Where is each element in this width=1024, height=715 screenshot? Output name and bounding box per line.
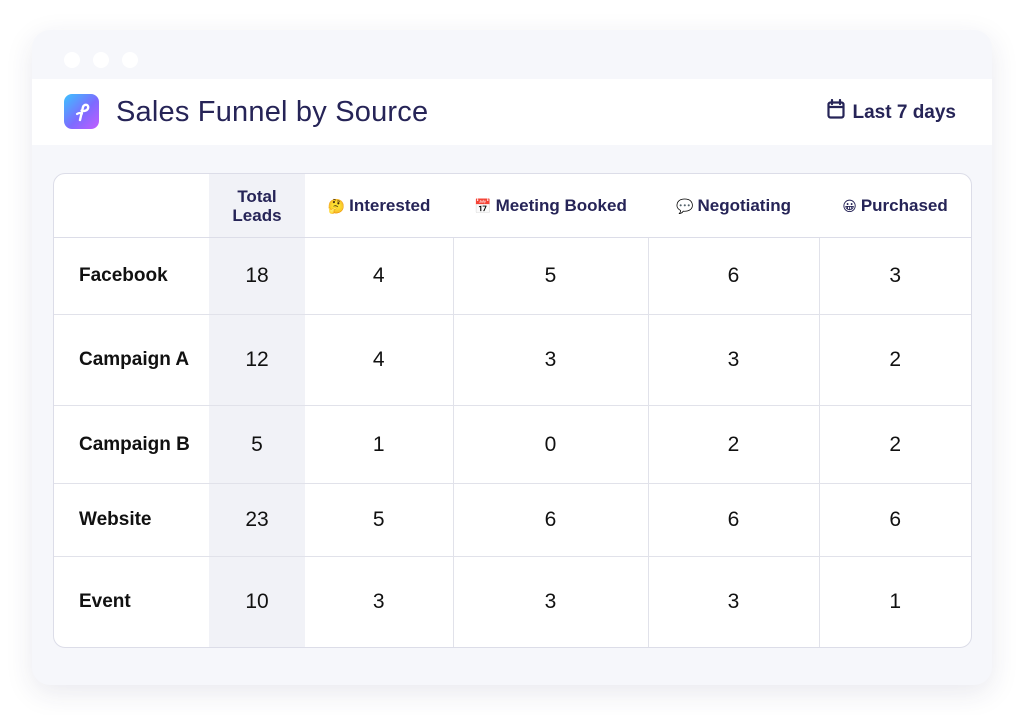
cell-meeting-booked: 0	[452, 405, 648, 484]
column-header-interested[interactable]: 🤔 Interested	[305, 174, 453, 238]
cell-purchased: 6	[818, 483, 971, 557]
cell-total-leads: 12	[209, 314, 305, 406]
cell-meeting-booked: 6	[452, 483, 648, 557]
app-window: Sales Funnel by Source Last 7 days	[32, 30, 992, 685]
cell-negotiating: 3	[647, 314, 819, 406]
calendar-icon	[826, 98, 845, 126]
table-row: Facebook 18 4 5 6 3	[54, 237, 971, 315]
cell-interested: 5	[305, 483, 453, 557]
window-dot-maximize[interactable]	[122, 52, 138, 68]
cell-negotiating: 3	[647, 556, 819, 647]
funnel-table-card: Total Leads 🤔 Interested 📅 Meeting Booked …	[53, 173, 972, 648]
window-dot-close[interactable]	[64, 52, 80, 68]
thinking-face-icon: 🤔	[327, 197, 346, 214]
grinning-face-icon: 😀	[842, 197, 857, 214]
row-source-label: Event	[79, 590, 131, 612]
cell-meeting-booked: 5	[452, 237, 648, 315]
row-source-label: Facebook	[54, 237, 209, 315]
report-header: Sales Funnel by Source Last 7 days	[32, 79, 992, 145]
table-row: Website 23 5 6 6 6	[54, 483, 971, 557]
table-row: Campaign B 5 1 0 2 2	[54, 405, 971, 484]
column-header-negotiating[interactable]: 💬 Negotiating	[648, 174, 819, 238]
cell-purchased: 2	[818, 405, 971, 484]
cell-purchased: 1	[818, 556, 971, 647]
window-controls	[64, 52, 138, 68]
cell-purchased: 2	[818, 314, 971, 406]
cell-negotiating: 6	[647, 237, 819, 315]
speech-bubble-icon: 💬	[676, 197, 694, 214]
cell-meeting-booked: 3	[452, 314, 648, 406]
row-source-label: Website	[54, 483, 209, 557]
cell-meeting-booked: 3	[452, 556, 648, 647]
table-row: Event 10 3 3 3 1	[54, 556, 971, 647]
table-header-row: Total Leads 🤔 Interested 📅 Meeting Booked …	[54, 174, 971, 238]
column-header-source	[54, 174, 209, 238]
cell-total-leads: 23	[209, 483, 305, 557]
cell-interested: 1	[305, 405, 453, 484]
funnel-table: Total Leads 🤔 Interested 📅 Meeting Booked …	[54, 174, 971, 647]
calendar-emoji-icon: 📅	[474, 197, 492, 214]
date-range-label: Last 7 days	[852, 101, 957, 123]
cell-total-leads: 5	[209, 405, 305, 484]
cell-interested: 4	[305, 237, 453, 315]
cell-interested: 4	[305, 314, 453, 406]
cell-interested: 3	[372, 589, 385, 613]
cell-total-leads: 10	[209, 556, 305, 647]
table-row: Campaign A 12 4 3 3 2	[54, 314, 971, 406]
cell-negotiating: 2	[647, 405, 819, 484]
window-dot-minimize[interactable]	[93, 52, 109, 68]
row-source-label: Campaign A	[54, 314, 209, 406]
column-header-total-leads[interactable]: Total Leads	[209, 174, 305, 238]
column-header-meeting-booked[interactable]: 📅 Meeting Booked	[453, 174, 648, 238]
app-logo-icon	[64, 94, 99, 129]
date-range-selector[interactable]: Last 7 days	[826, 98, 957, 126]
column-header-purchased[interactable]: 😀 Purchased	[819, 174, 971, 238]
row-source-label: Campaign B	[54, 405, 209, 484]
page-title: Sales Funnel by Source	[116, 96, 429, 128]
cell-total-leads: 18	[209, 237, 305, 315]
cell-negotiating: 6	[647, 483, 819, 557]
cell-purchased: 3	[818, 237, 971, 315]
